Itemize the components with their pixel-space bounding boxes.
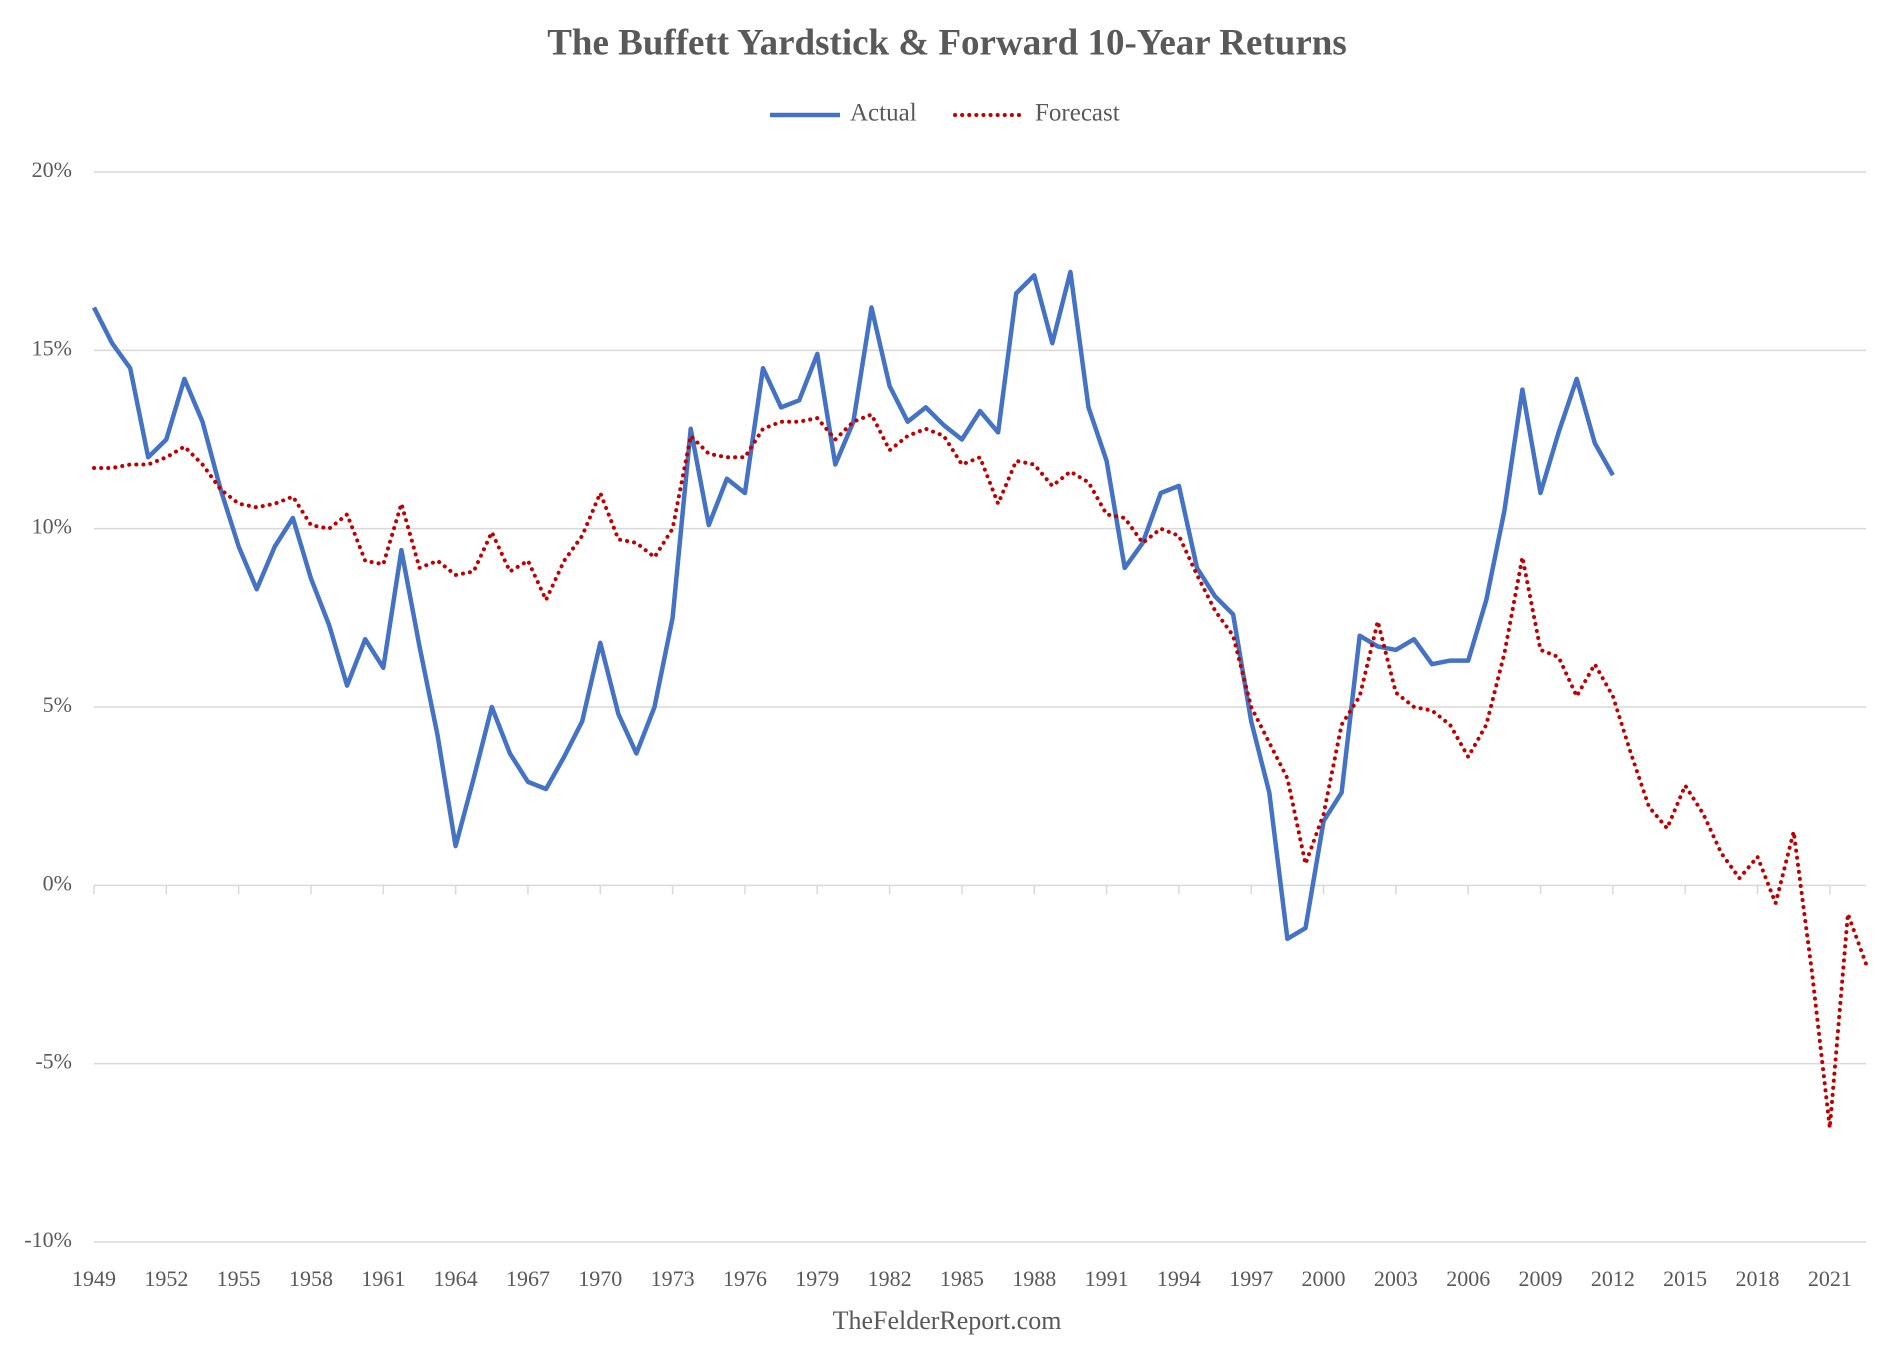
x-tick-label: 1967 (506, 1266, 550, 1291)
x-tick-label: 1979 (795, 1266, 839, 1291)
x-tick-label: 2006 (1446, 1266, 1490, 1291)
legend-label: Actual (850, 100, 917, 127)
x-tick-label: 1952 (144, 1266, 188, 1291)
x-tick-label: 1976 (723, 1266, 767, 1291)
y-tick-label: 20% (32, 157, 72, 182)
y-tick-label: 5% (43, 692, 72, 717)
source: TheFelderReport.com (833, 1306, 1062, 1335)
x-tick-label: 1955 (217, 1266, 261, 1291)
y-tick-label: -10% (24, 1227, 72, 1252)
x-tick-label: 2000 (1302, 1266, 1346, 1291)
x-tick-label: 2012 (1591, 1266, 1635, 1291)
x-tick-label: 1958 (289, 1266, 333, 1291)
y-tick-label: 0% (43, 870, 72, 895)
x-tick-label: 1973 (651, 1266, 695, 1291)
x-tick-label: 2015 (1663, 1266, 1707, 1291)
legend-label: Forecast (1035, 100, 1120, 127)
x-tick-label: 2021 (1808, 1266, 1852, 1291)
y-tick-label: -5% (35, 1049, 72, 1074)
x-tick-label: 1982 (868, 1266, 912, 1291)
x-tick-label: 1961 (361, 1266, 405, 1291)
x-tick-label: 2018 (1736, 1266, 1780, 1291)
x-tick-label: 1994 (1157, 1266, 1201, 1291)
x-tick-label: 1991 (1085, 1266, 1129, 1291)
series-line (92, 411, 1868, 1129)
series-line (91, 269, 1615, 942)
y-tick-label: 15% (32, 335, 72, 360)
y-tick-label: 10% (32, 514, 72, 539)
x-tick-label: 1949 (72, 1266, 116, 1291)
x-tick-label: 2009 (1519, 1266, 1563, 1291)
x-tick-label: 1964 (434, 1266, 478, 1291)
x-tick-label: 1970 (578, 1266, 622, 1291)
x-tick-label: 1985 (940, 1266, 984, 1291)
x-tick-label: 2003 (1374, 1266, 1418, 1291)
chart-title: The Buffett Yardstick & Forward 10-Year … (547, 22, 1347, 63)
x-tick-label: 1988 (1012, 1266, 1056, 1291)
x-tick-label: 1997 (1229, 1266, 1273, 1291)
